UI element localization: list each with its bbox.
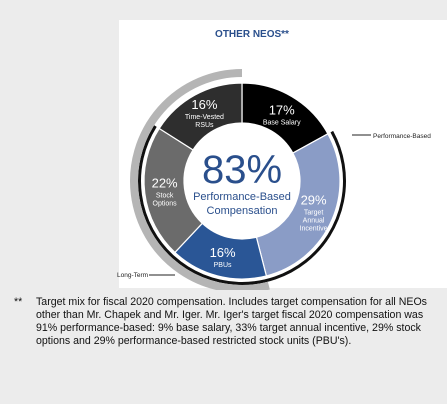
- slice-value-label: 22%: [152, 175, 178, 190]
- center-line-1: Performance-Based: [193, 191, 291, 203]
- slice-category-label: Target: [304, 209, 324, 216]
- slice-value-label: 29%: [301, 192, 327, 207]
- performance-based-bracket-label: Performance-Based: [373, 133, 431, 140]
- footnote: ** Target mix for fiscal 2020 compensati…: [14, 296, 444, 348]
- long-term-bracket: [130, 69, 270, 290]
- slice-value-label: 17%: [269, 102, 295, 117]
- slice-category-label: RSUs: [195, 122, 214, 129]
- footnote-marker: **: [14, 296, 23, 308]
- slice-category-label: Base Salary: [263, 119, 301, 126]
- slice-category-label: Time-Vested: [185, 114, 224, 121]
- center-percent: 83%: [202, 148, 282, 192]
- slice-category-label: Incentive: [300, 225, 328, 232]
- slice-value-label: 16%: [210, 245, 236, 260]
- center-line-2: Compensation: [207, 205, 278, 217]
- footnote-text: Target mix for fiscal 2020 compensation.…: [36, 296, 427, 347]
- slice-category-label: Options: [153, 200, 178, 207]
- slice-value-label: 16%: [191, 97, 217, 112]
- chart-title: OTHER NEOS**: [215, 29, 289, 40]
- donut-hole: [184, 123, 300, 239]
- slice-category-label: PBUs: [214, 262, 232, 269]
- performance-based-bracket: [138, 125, 346, 285]
- slice-category-label: Stock: [156, 192, 174, 199]
- slice-category-label: Annual: [303, 217, 325, 224]
- long-term-bracket-label: Long-Term: [117, 272, 148, 279]
